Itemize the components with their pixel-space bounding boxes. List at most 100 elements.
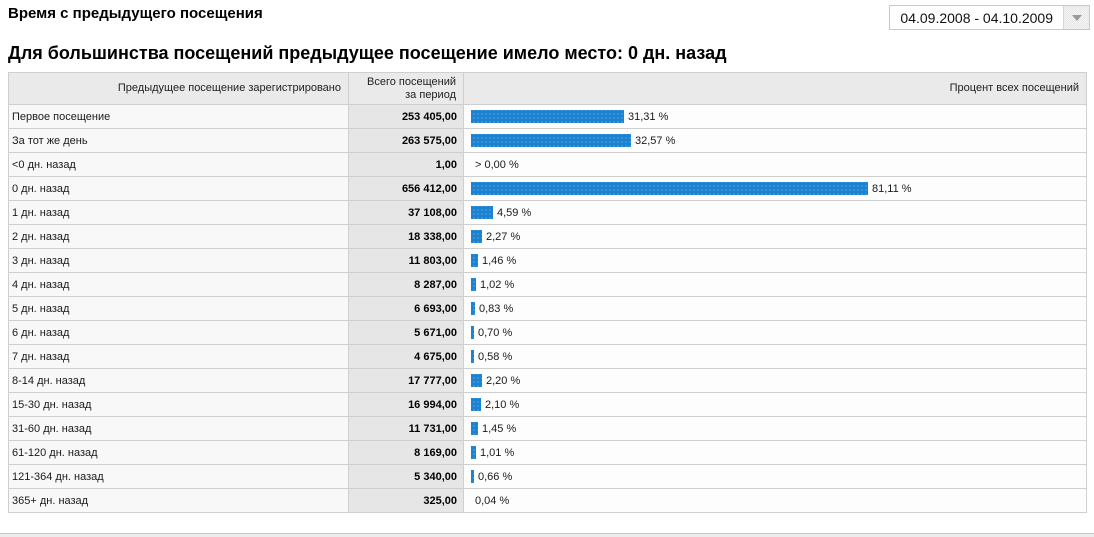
table-row: 61-120 дн. назад 8 169,00 1,01 %	[8, 440, 1087, 465]
row-label: 365+ дн. назад	[8, 488, 349, 513]
row-percent-cell: 32,57 %	[463, 128, 1087, 153]
row-percent-label: 0,04 %	[475, 494, 510, 507]
row-total-visits: 1,00	[348, 152, 464, 177]
percent-bar	[471, 134, 631, 147]
row-total-visits: 8 287,00	[348, 272, 464, 297]
row-total-visits: 17 777,00	[348, 368, 464, 393]
previous-visit-table: Предыдущее посещение зарегистрировано Вс…	[8, 72, 1087, 513]
percent-bar	[471, 350, 474, 363]
row-percent-cell: 0,58 %	[463, 344, 1087, 369]
row-percent-label: 1,01 %	[480, 446, 515, 459]
row-total-visits: 8 169,00	[348, 440, 464, 465]
row-percent-label: 0,83 %	[479, 302, 514, 315]
percent-bar	[471, 230, 482, 243]
column-header-previous-visit: Предыдущее посещение зарегистрировано	[8, 72, 349, 105]
report-page: Время с предыдущего посещения 04.09.2008…	[0, 5, 1094, 537]
row-percent-label: 2,10 %	[485, 398, 520, 411]
row-percent-cell: 1,46 %	[463, 248, 1087, 273]
table-header-row: Предыдущее посещение зарегистрировано Вс…	[8, 72, 1087, 105]
row-label: 6 дн. назад	[8, 320, 349, 345]
row-total-visits: 263 575,00	[348, 128, 464, 153]
row-percent-cell: 2,27 %	[463, 224, 1087, 249]
table-row: 7 дн. назад 4 675,00 0,58 %	[8, 344, 1087, 369]
row-label: 7 дн. назад	[8, 344, 349, 369]
row-percent-label: 31,31 %	[628, 110, 669, 123]
table-row: <0 дн. назад 1,00 > 0,00 %	[8, 152, 1087, 177]
row-percent-cell: 1,45 %	[463, 416, 1087, 441]
row-total-visits: 325,00	[348, 488, 464, 513]
table-row: 3 дн. назад 11 803,00 1,46 %	[8, 248, 1087, 273]
table-row: 4 дн. назад 8 287,00 1,02 %	[8, 272, 1087, 297]
table-row: 365+ дн. назад 325,00 0,04 %	[8, 488, 1087, 513]
row-total-visits: 16 994,00	[348, 392, 464, 417]
row-total-visits: 6 693,00	[348, 296, 464, 321]
row-label: 4 дн. назад	[8, 272, 349, 297]
table-body: Первое посещение 253 405,00 31,31 % За т…	[8, 104, 1087, 513]
row-percent-label: 0,66 %	[478, 470, 513, 483]
row-label: За тот же день	[8, 128, 349, 153]
row-total-visits: 4 675,00	[348, 344, 464, 369]
report-summary: Для большинства посещений предыдущее пос…	[8, 43, 727, 63]
table-row: 5 дн. назад 6 693,00 0,83 %	[8, 296, 1087, 321]
row-percent-label: 1,45 %	[482, 422, 517, 435]
table-row: За тот же день 263 575,00 32,57 %	[8, 128, 1087, 153]
row-percent-label: 1,02 %	[480, 278, 515, 291]
table-row: 15-30 дн. назад 16 994,00 2,10 %	[8, 392, 1087, 417]
row-percent-label: 1,46 %	[482, 254, 517, 267]
row-percent-cell: 0,83 %	[463, 296, 1087, 321]
percent-bar	[471, 398, 481, 411]
chevron-down-icon[interactable]	[1063, 6, 1089, 29]
percent-bar	[471, 446, 476, 459]
row-percent-label: 4,59 %	[497, 206, 532, 219]
table-row: 31-60 дн. назад 11 731,00 1,45 %	[8, 416, 1087, 441]
row-label: 121-364 дн. назад	[8, 464, 349, 489]
table-row: 6 дн. назад 5 671,00 0,70 %	[8, 320, 1087, 345]
row-percent-label: 2,27 %	[486, 230, 521, 243]
percent-bar	[471, 254, 478, 267]
row-percent-label: 0,70 %	[478, 326, 513, 339]
row-label: <0 дн. назад	[8, 152, 349, 177]
table-row: 2 дн. назад 18 338,00 2,27 %	[8, 224, 1087, 249]
row-percent-cell: 31,31 %	[463, 104, 1087, 129]
row-total-visits: 37 108,00	[348, 200, 464, 225]
percent-bar	[471, 302, 475, 315]
date-range-selector[interactable]: 04.09.2008 - 04.10.2009	[889, 5, 1090, 30]
percent-bar	[471, 326, 474, 339]
percent-bar	[471, 206, 493, 219]
date-range-value: 04.09.2008 - 04.10.2009	[900, 9, 1053, 26]
percent-bar	[471, 422, 478, 435]
row-total-visits: 253 405,00	[348, 104, 464, 129]
row-label: 1 дн. назад	[8, 200, 349, 225]
row-percent-cell: 1,02 %	[463, 272, 1087, 297]
footer-divider	[0, 533, 1094, 537]
row-total-visits: 18 338,00	[348, 224, 464, 249]
table-row: 121-364 дн. назад 5 340,00 0,66 %	[8, 464, 1087, 489]
table-row: 8-14 дн. назад 17 777,00 2,20 %	[8, 368, 1087, 393]
row-percent-cell: 2,20 %	[463, 368, 1087, 393]
row-label: Первое посещение	[8, 104, 349, 129]
row-percent-cell: 4,59 %	[463, 200, 1087, 225]
row-percent-label: 0,58 %	[478, 350, 513, 363]
page-title: Время с предыдущего посещения	[8, 5, 263, 22]
percent-bar	[471, 182, 868, 195]
row-percent-label: 32,57 %	[635, 134, 676, 147]
row-percent-label: 2,20 %	[486, 374, 521, 387]
row-percent-cell: 0,70 %	[463, 320, 1087, 345]
triangle-glyph	[1071, 14, 1082, 21]
row-percent-cell: 2,10 %	[463, 392, 1087, 417]
row-percent-label: > 0,00 %	[475, 158, 519, 171]
row-label: 61-120 дн. назад	[8, 440, 349, 465]
row-label: 8-14 дн. назад	[8, 368, 349, 393]
row-percent-cell: > 0,00 %	[463, 152, 1087, 177]
table-row: 0 дн. назад 656 412,00 81,11 %	[8, 176, 1087, 201]
percent-bar	[471, 110, 624, 123]
row-label: 31-60 дн. назад	[8, 416, 349, 441]
percent-bar	[471, 374, 482, 387]
percent-bar	[471, 470, 474, 483]
row-label: 2 дн. назад	[8, 224, 349, 249]
row-total-visits: 5 671,00	[348, 320, 464, 345]
row-total-visits: 5 340,00	[348, 464, 464, 489]
table-row: 1 дн. назад 37 108,00 4,59 %	[8, 200, 1087, 225]
row-total-visits: 656 412,00	[348, 176, 464, 201]
row-label: 3 дн. назад	[8, 248, 349, 273]
